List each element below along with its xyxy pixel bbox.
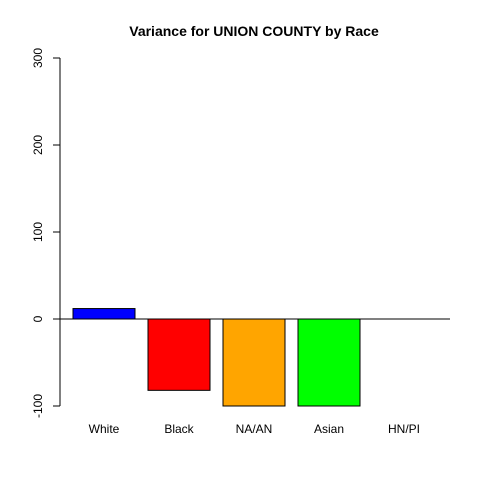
bar-asian — [297, 318, 361, 407]
x-category-label: Asian — [314, 422, 344, 436]
x-axis-labels: White Black NA/AN Asian HN/PI — [89, 422, 420, 436]
y-tick-label: 0 — [31, 315, 45, 322]
bar-na-an — [222, 318, 286, 407]
chart-title: Variance for UNION COUNTY by Race — [129, 23, 379, 39]
bars — [72, 308, 361, 407]
x-category-label: Black — [164, 422, 194, 436]
y-tick-label: 200 — [31, 135, 45, 155]
x-category-label: HN/PI — [388, 422, 420, 436]
y-tick-label: -100 — [31, 394, 45, 418]
bar-white — [72, 308, 136, 320]
bar-black — [147, 318, 211, 391]
x-category-label: NA/AN — [236, 422, 273, 436]
y-tick-label: 100 — [31, 222, 45, 242]
y-tick-label: 300 — [31, 48, 45, 68]
x-category-label: White — [89, 422, 120, 436]
y-axis: -100 0 100 200 300 — [31, 48, 61, 418]
